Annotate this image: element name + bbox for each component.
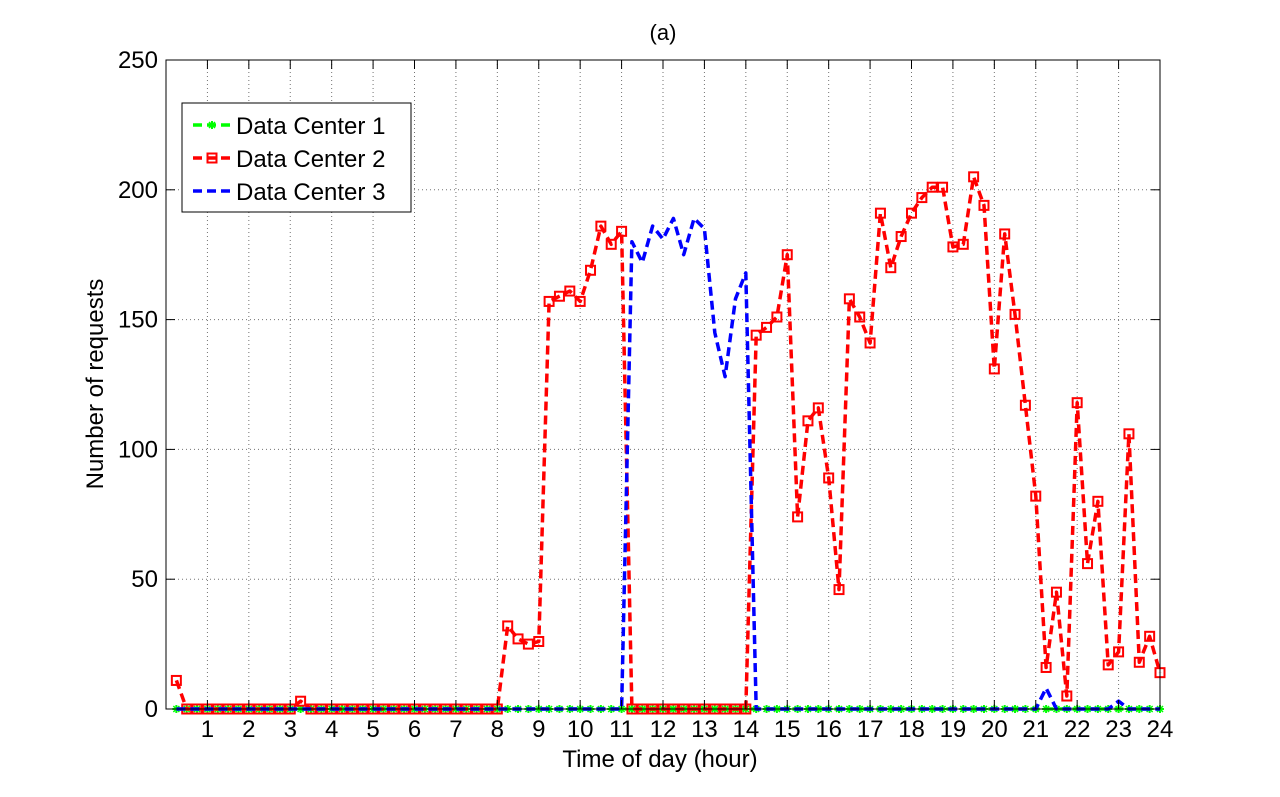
data-point: [781, 249, 793, 261]
data-point: [988, 363, 1000, 375]
data-point: [833, 584, 845, 596]
data-point: [937, 181, 949, 193]
x-tick-label: 17: [857, 716, 884, 743]
data-point: [854, 311, 866, 323]
legend-label: Data Center 2: [236, 146, 385, 173]
y-axis-label: Number of requests: [82, 279, 109, 490]
data-point: [502, 620, 514, 632]
y-tick-label: 250: [118, 47, 158, 74]
data-point: [522, 638, 534, 650]
x-tick-label: 14: [732, 716, 759, 743]
data-point: [295, 695, 307, 707]
legend-marker: [206, 152, 218, 164]
data-point: [895, 231, 907, 243]
legend-box: [181, 102, 412, 213]
data-point: [595, 220, 607, 232]
data-point: [823, 472, 835, 484]
x-tick-label: 18: [898, 716, 925, 743]
x-tick-label: 19: [940, 716, 967, 743]
data-point: [812, 402, 824, 414]
y-tick-label: 50: [131, 566, 158, 593]
x-tick-label: 23: [1105, 716, 1132, 743]
data-point: [1050, 586, 1062, 598]
data-point: [1071, 397, 1083, 409]
data-point: [802, 415, 814, 427]
x-tick-label: 11: [609, 716, 634, 743]
ticks: 1 2 3 4 5 6 7 8 9 10 11 12 13 14 15 16 17 18 19 20 21 22 23 240…: [118, 47, 1173, 743]
legend-item-3: Data Center 3: [193, 179, 385, 206]
legend-label: Data Center 3: [236, 179, 385, 206]
legend-item-1: Data Center 1: [193, 113, 385, 140]
data-point: [543, 295, 555, 307]
x-tick-label: 10: [567, 716, 594, 743]
data-point: [574, 295, 586, 307]
legend-item-2: Data Center 2: [193, 146, 385, 173]
data-point: [1113, 646, 1125, 658]
legend-marker: [208, 121, 216, 129]
data-point: [926, 181, 938, 193]
chart-title: (a): [650, 20, 677, 45]
data-point: [885, 262, 897, 274]
data-point: [792, 511, 804, 523]
x-tick-label: 22: [1064, 716, 1091, 743]
data-point: [1009, 308, 1021, 320]
x-tick-label: 13: [691, 716, 718, 743]
data-point: [978, 199, 990, 211]
y-tick-label: 100: [118, 436, 158, 463]
data-point: [1030, 490, 1042, 502]
y-tick-label: 0: [145, 696, 158, 723]
data-point: [864, 337, 876, 349]
x-tick-label: 1: [201, 716, 214, 743]
x-tick-label: 15: [774, 716, 801, 743]
y-tick-label: 150: [118, 307, 158, 334]
x-tick-label: 21: [1022, 716, 1049, 743]
x-axis-label: Time of day (hour): [562, 746, 757, 773]
y-tick-label: 200: [118, 177, 158, 204]
x-tick-label: 2: [242, 716, 255, 743]
data-point: [512, 633, 524, 645]
legend: Data Center 1 Data Center 2 Data Center 3: [181, 102, 412, 213]
x-tick-label: 5: [366, 716, 379, 743]
data-point: [1133, 656, 1145, 668]
data-point: [906, 207, 917, 219]
x-tick-label: 16: [815, 716, 842, 743]
data-point: [564, 285, 576, 297]
x-tick-label: 9: [532, 716, 545, 743]
data-point: [947, 241, 959, 253]
data-point: [761, 321, 773, 333]
data-point: [1123, 428, 1135, 440]
data-point: [585, 264, 597, 276]
data-point: [1082, 558, 1094, 570]
data-point: [999, 228, 1011, 240]
data-point: [1092, 495, 1104, 507]
x-tick-label: 8: [491, 716, 504, 743]
data-point: [605, 238, 617, 250]
data-point: [968, 171, 980, 183]
data-point: [874, 207, 886, 219]
data-point: [533, 636, 545, 648]
x-tick-label: 20: [981, 716, 1008, 743]
data-point: [1061, 690, 1073, 702]
data-point: [750, 329, 762, 341]
x-tick-label: 4: [325, 716, 338, 743]
data-point: [843, 293, 855, 305]
data-point: [553, 290, 565, 302]
legend-label: Data Center 1: [236, 113, 385, 140]
data-point: [957, 238, 969, 250]
data-point: [1040, 661, 1052, 673]
data-point: [916, 192, 928, 204]
x-tick-label: 7: [449, 716, 462, 743]
x-tick-label: 24: [1147, 716, 1174, 743]
data-point: [1144, 630, 1156, 642]
data-point: [1019, 399, 1031, 411]
data-point: [771, 311, 783, 323]
data-point: [616, 225, 628, 237]
data-point: [1102, 659, 1114, 671]
x-tick-label: 6: [408, 716, 421, 743]
x-tick-label: 12: [650, 716, 677, 743]
x-tick-label: 3: [284, 716, 297, 743]
data-point: [170, 674, 182, 686]
marker-stroke: [208, 121, 216, 129]
